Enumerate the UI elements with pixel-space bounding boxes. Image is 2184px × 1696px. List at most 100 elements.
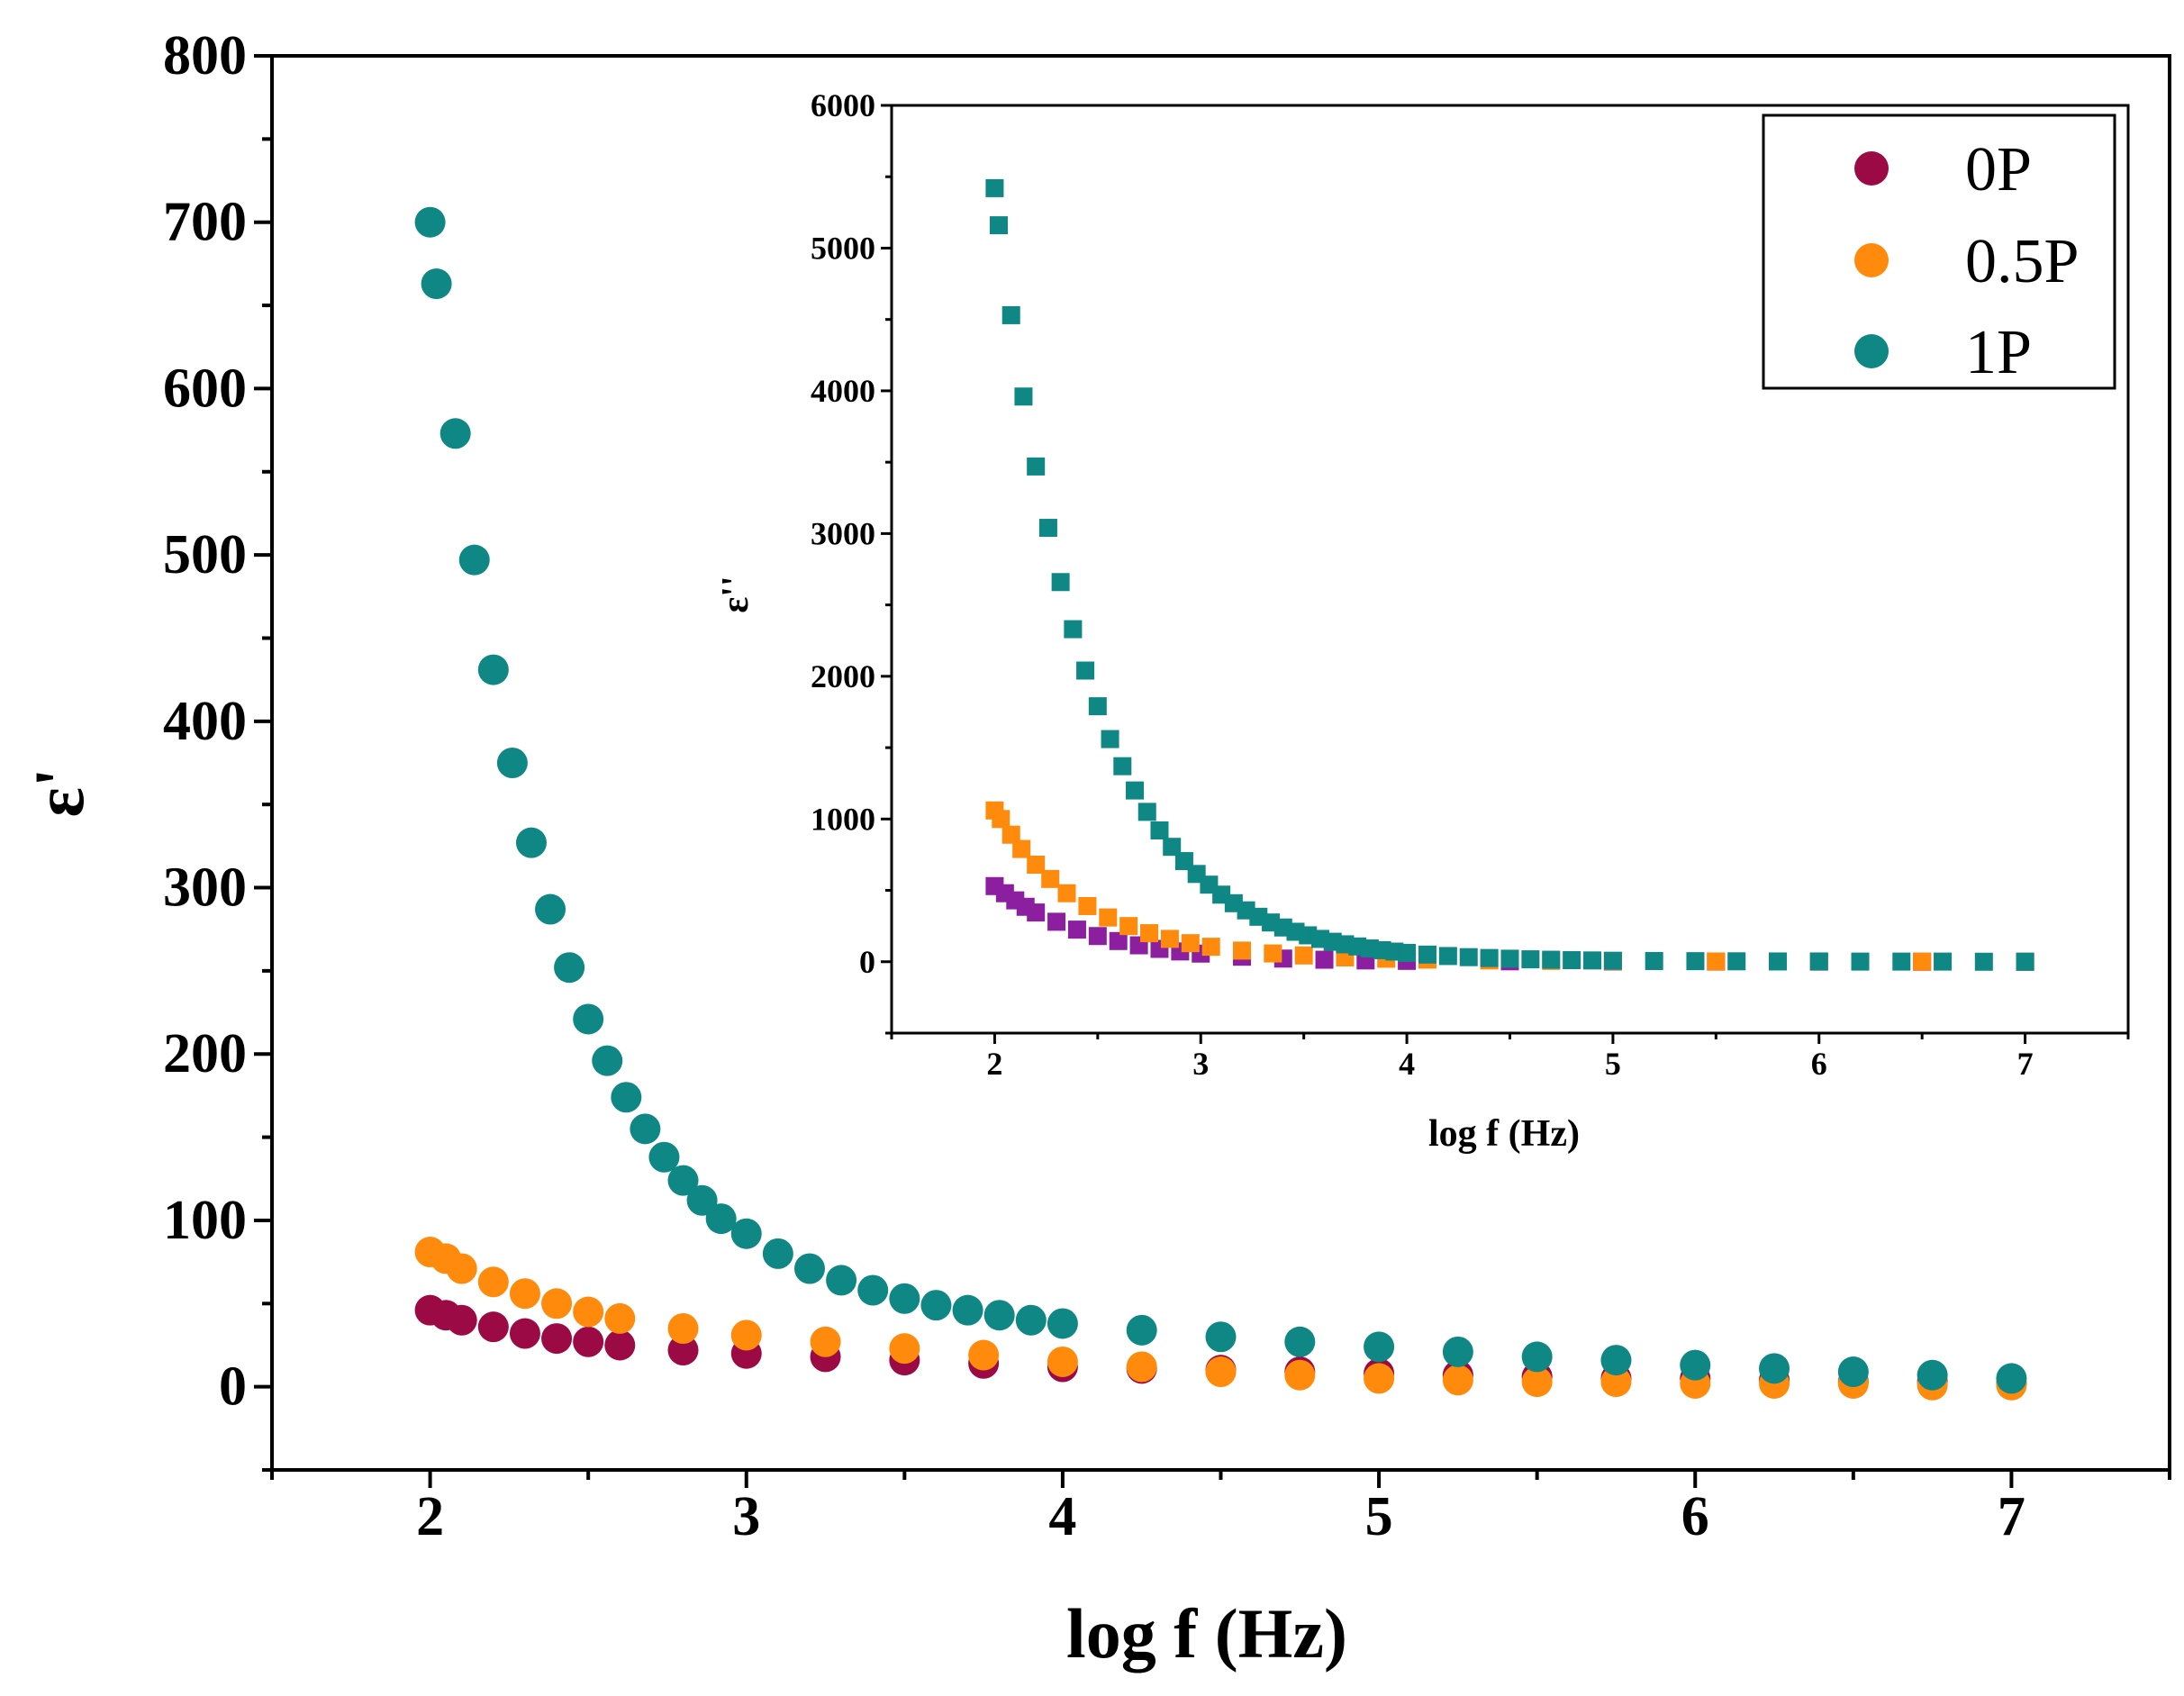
inset-point-1p bbox=[1934, 952, 1953, 971]
main-point-1p bbox=[762, 1238, 793, 1269]
main-point-05p bbox=[1205, 1356, 1237, 1388]
main-point-05p bbox=[1442, 1365, 1473, 1396]
main-series-1p bbox=[414, 206, 2027, 1394]
legend-label-05p: 0.5P bbox=[1965, 227, 2079, 296]
main-point-1p bbox=[1996, 1363, 2027, 1394]
inset-point-1p bbox=[1438, 947, 1457, 966]
main-point-1p bbox=[1759, 1353, 1790, 1384]
inset-y-tick-label: 1000 bbox=[811, 801, 875, 837]
inset-point-1p bbox=[1583, 951, 1602, 970]
main-point-05p bbox=[1284, 1359, 1316, 1391]
main-y-axis-label: ε' bbox=[20, 768, 98, 818]
main-point-1p bbox=[1600, 1345, 1632, 1376]
inset-point-05p bbox=[1707, 952, 1726, 971]
main-y-tick-label: 800 bbox=[163, 25, 247, 86]
inset-point-1p bbox=[1686, 952, 1705, 971]
main-y-tick-label: 0 bbox=[219, 1356, 247, 1418]
main-point-05p bbox=[730, 1320, 762, 1351]
main-y-tick-label: 700 bbox=[163, 192, 247, 253]
main-x-tick-label: 3 bbox=[732, 1486, 760, 1547]
legend-marker-05p bbox=[1854, 243, 1889, 277]
main-point-05p bbox=[1600, 1366, 1632, 1398]
main-point-1p bbox=[535, 893, 566, 925]
main-x-tick-label: 2 bbox=[416, 1486, 444, 1547]
main-point-05p bbox=[573, 1296, 604, 1328]
inset-x-tick-label: 6 bbox=[1811, 1046, 1827, 1082]
inset-point-1p bbox=[1126, 781, 1145, 800]
main-point-1p bbox=[1917, 1359, 1948, 1391]
inset-point-1p bbox=[1088, 697, 1107, 716]
inset-point-1p bbox=[1974, 952, 1993, 971]
main-point-1p bbox=[1364, 1331, 1395, 1363]
inset-point-1p bbox=[1398, 943, 1417, 962]
inset-point-05p bbox=[1233, 941, 1252, 960]
legend-label-0p: 0P bbox=[1965, 135, 2032, 204]
inset-point-05p bbox=[1913, 952, 1932, 971]
inset-point-1p bbox=[1563, 951, 1581, 970]
inset-point-1p bbox=[1137, 803, 1156, 821]
main-point-1p bbox=[730, 1218, 762, 1249]
inset-point-1p bbox=[1064, 620, 1083, 639]
main-point-1p bbox=[554, 952, 585, 984]
main-point-1p bbox=[1015, 1304, 1047, 1336]
main-points bbox=[414, 206, 2027, 1401]
inset-x-tick-label: 3 bbox=[1192, 1046, 1209, 1082]
main-y-tick-label: 500 bbox=[163, 524, 247, 585]
inset-y-tick-label: 2000 bbox=[811, 658, 875, 694]
main-point-05p bbox=[667, 1313, 699, 1344]
legend-marker-0p bbox=[1854, 151, 1889, 186]
main-point-05p bbox=[968, 1339, 1000, 1371]
legend-item-05p: 0.5P bbox=[1854, 227, 2079, 296]
inset-point-05p bbox=[1012, 839, 1031, 858]
inset-point-1p bbox=[989, 216, 1008, 235]
main-point-0p bbox=[477, 1311, 509, 1343]
main-point-1p bbox=[1837, 1356, 1869, 1388]
main-point-05p bbox=[604, 1302, 636, 1334]
main-ticks: 2 3 4 5 6 7 0 100 200 300 400 500 600 700 800 bbox=[163, 25, 2171, 1547]
inset-point-05p bbox=[1041, 869, 1060, 888]
inset-point-05p bbox=[1181, 934, 1200, 953]
main-y-tick-label: 400 bbox=[163, 691, 247, 752]
main-y-tick-label: 600 bbox=[163, 358, 247, 419]
main-point-1p bbox=[458, 544, 490, 576]
main-point-1p bbox=[793, 1253, 825, 1284]
inset-point-1p bbox=[1001, 305, 1020, 324]
inset-point-1p bbox=[1768, 952, 1787, 971]
inset-points bbox=[985, 178, 2034, 971]
main-point-05p bbox=[509, 1278, 540, 1310]
inset-point-1p bbox=[1603, 951, 1622, 970]
inset-point-1p bbox=[1480, 948, 1499, 967]
inset-x-tick-label: 4 bbox=[1399, 1046, 1415, 1082]
legend-label-1p: 1P bbox=[1965, 318, 2032, 387]
main-point-1p bbox=[983, 1300, 1015, 1331]
inset-point-1p bbox=[985, 178, 1004, 197]
inset-x-tick-label: 7 bbox=[2017, 1046, 2034, 1082]
main-y-tick-label: 100 bbox=[163, 1190, 247, 1251]
main-point-1p bbox=[857, 1274, 889, 1306]
inset-y-tick-label: 6000 bbox=[811, 87, 875, 123]
inset-point-1p bbox=[1027, 457, 1046, 476]
inset-point-1p bbox=[1038, 519, 1057, 538]
main-point-1p bbox=[592, 1045, 623, 1076]
inset-x-tick-label: 2 bbox=[986, 1046, 1002, 1082]
inset-point-1p bbox=[1418, 945, 1436, 964]
inset-point-1p bbox=[1101, 730, 1119, 748]
legend-box bbox=[1762, 113, 2116, 390]
main-y-tick-label: 200 bbox=[163, 1023, 247, 1084]
inset-point-1p bbox=[1727, 952, 1746, 971]
main-point-05p bbox=[889, 1333, 920, 1365]
inset-point-1p bbox=[1163, 838, 1182, 857]
main-point-1p bbox=[477, 654, 509, 685]
main-point-1p bbox=[1680, 1349, 1711, 1381]
inset-x-axis-label: log f (Hz) bbox=[1428, 1113, 1580, 1155]
main-x-tick-label: 4 bbox=[1048, 1486, 1076, 1547]
main-point-0p bbox=[446, 1304, 477, 1336]
inset-y-axis-label: ε'' bbox=[715, 576, 757, 612]
inset-point-0p bbox=[1027, 903, 1046, 922]
inset-y-tick-label: 4000 bbox=[811, 373, 875, 409]
main-x-tick-label: 5 bbox=[1365, 1486, 1393, 1547]
inset-chart: 2 3 4 5 6 7 0 1000 2000 3000 4000 5000 6000 log f (H… bbox=[715, 87, 2130, 1155]
main-point-1p bbox=[496, 748, 528, 778]
main-point-1p bbox=[1047, 1308, 1078, 1339]
